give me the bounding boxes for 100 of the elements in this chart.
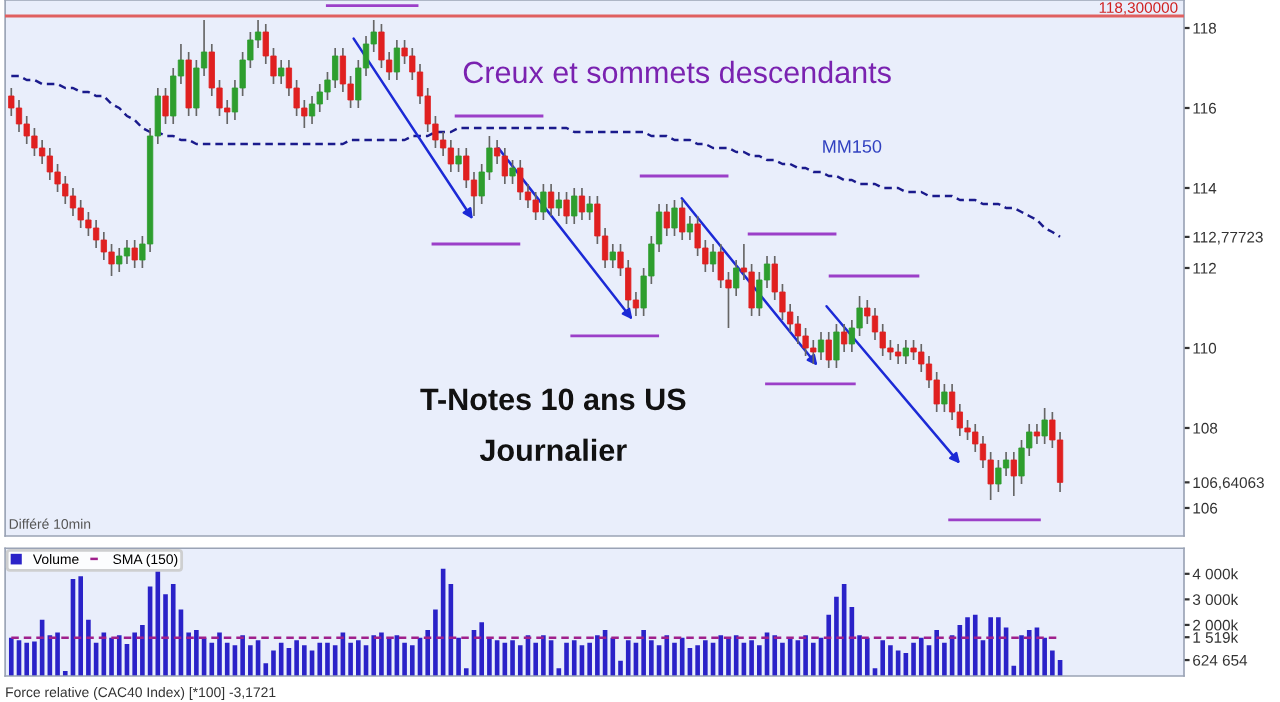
candlestick (825, 331, 832, 369)
text: Journalier (479, 438, 627, 462)
bar (641, 630, 646, 677)
candlestick (185, 51, 192, 117)
bar (864, 637, 870, 677)
bar (718, 635, 724, 677)
candlestick (93, 219, 100, 249)
candlestick (46, 147, 53, 181)
candlestick (455, 147, 462, 173)
candlestick (833, 323, 840, 369)
bar (679, 637, 685, 677)
candlestick (39, 139, 46, 165)
candlestick (547, 183, 555, 217)
candlestick (532, 191, 539, 221)
bar (703, 640, 708, 677)
bar (325, 642, 330, 677)
bar (672, 642, 677, 677)
candlestick (871, 307, 879, 341)
candlestick (1010, 451, 1017, 497)
candlestick (447, 139, 454, 173)
bar (972, 614, 978, 677)
bar (888, 645, 893, 677)
bar (749, 640, 754, 677)
bar (564, 642, 569, 677)
candlestick (679, 199, 686, 241)
candlestick (509, 159, 516, 185)
candlestick (123, 239, 131, 265)
candlestick (69, 187, 77, 217)
candlestick (686, 215, 694, 241)
candlestick (794, 315, 801, 345)
bar (996, 617, 1001, 677)
candlestick (895, 343, 902, 365)
bar (625, 640, 631, 677)
candlestick (609, 243, 616, 269)
bar (155, 571, 161, 677)
candlestick (586, 195, 593, 221)
bar (587, 642, 592, 677)
bar (116, 635, 122, 677)
bar (965, 617, 970, 677)
candlestick (540, 183, 547, 221)
bar (55, 632, 60, 677)
bar (664, 635, 670, 677)
candlestick (339, 47, 347, 93)
candlestick (393, 39, 400, 81)
candlestick (1041, 407, 1048, 445)
bar (541, 635, 546, 677)
bar (726, 637, 731, 677)
bar (988, 617, 993, 677)
bar (595, 635, 600, 677)
text: T-Notes 10 ans US (420, 388, 686, 411)
candlestick (278, 59, 285, 85)
candlestick (841, 323, 848, 353)
bar (217, 632, 222, 677)
candlestick (162, 87, 169, 125)
candlestick (308, 95, 316, 125)
bar (810, 642, 816, 677)
bar (803, 635, 808, 677)
candlestick (555, 191, 562, 217)
bar (24, 642, 30, 677)
candlestick (902, 339, 909, 365)
candlestick (1033, 423, 1041, 445)
annotation: Creux et sommets descendants (463, 60, 891, 84)
bar (695, 645, 700, 677)
bar (109, 637, 114, 677)
candlestick (131, 239, 138, 269)
bar (294, 640, 299, 677)
bar (271, 650, 276, 677)
bar (880, 640, 886, 677)
bar (132, 632, 137, 677)
candlestick (116, 247, 123, 273)
candlestick (563, 191, 570, 225)
candlestick (15, 99, 23, 133)
bar (479, 622, 485, 677)
candlestick (709, 243, 717, 273)
bar (379, 632, 384, 677)
bar (911, 642, 916, 677)
bar (1026, 630, 1032, 677)
bar (772, 635, 778, 677)
candlestick (671, 199, 678, 237)
bar (194, 630, 199, 677)
bar (78, 576, 84, 677)
bar (371, 635, 377, 677)
candlestick (817, 331, 825, 361)
bar (934, 630, 939, 677)
bar (278, 642, 284, 677)
bar (302, 645, 307, 677)
bar (409, 645, 415, 677)
candlestick (440, 131, 447, 157)
candlestick (663, 203, 670, 237)
bar (1019, 635, 1024, 677)
candlestick (1002, 451, 1010, 477)
bar (510, 640, 515, 677)
bar (533, 642, 538, 677)
bar (8, 637, 14, 677)
bar (918, 637, 924, 677)
bar (571, 640, 577, 677)
candlestick (571, 187, 578, 225)
bar (402, 642, 407, 677)
candlestick (578, 187, 586, 221)
bar (610, 637, 616, 677)
